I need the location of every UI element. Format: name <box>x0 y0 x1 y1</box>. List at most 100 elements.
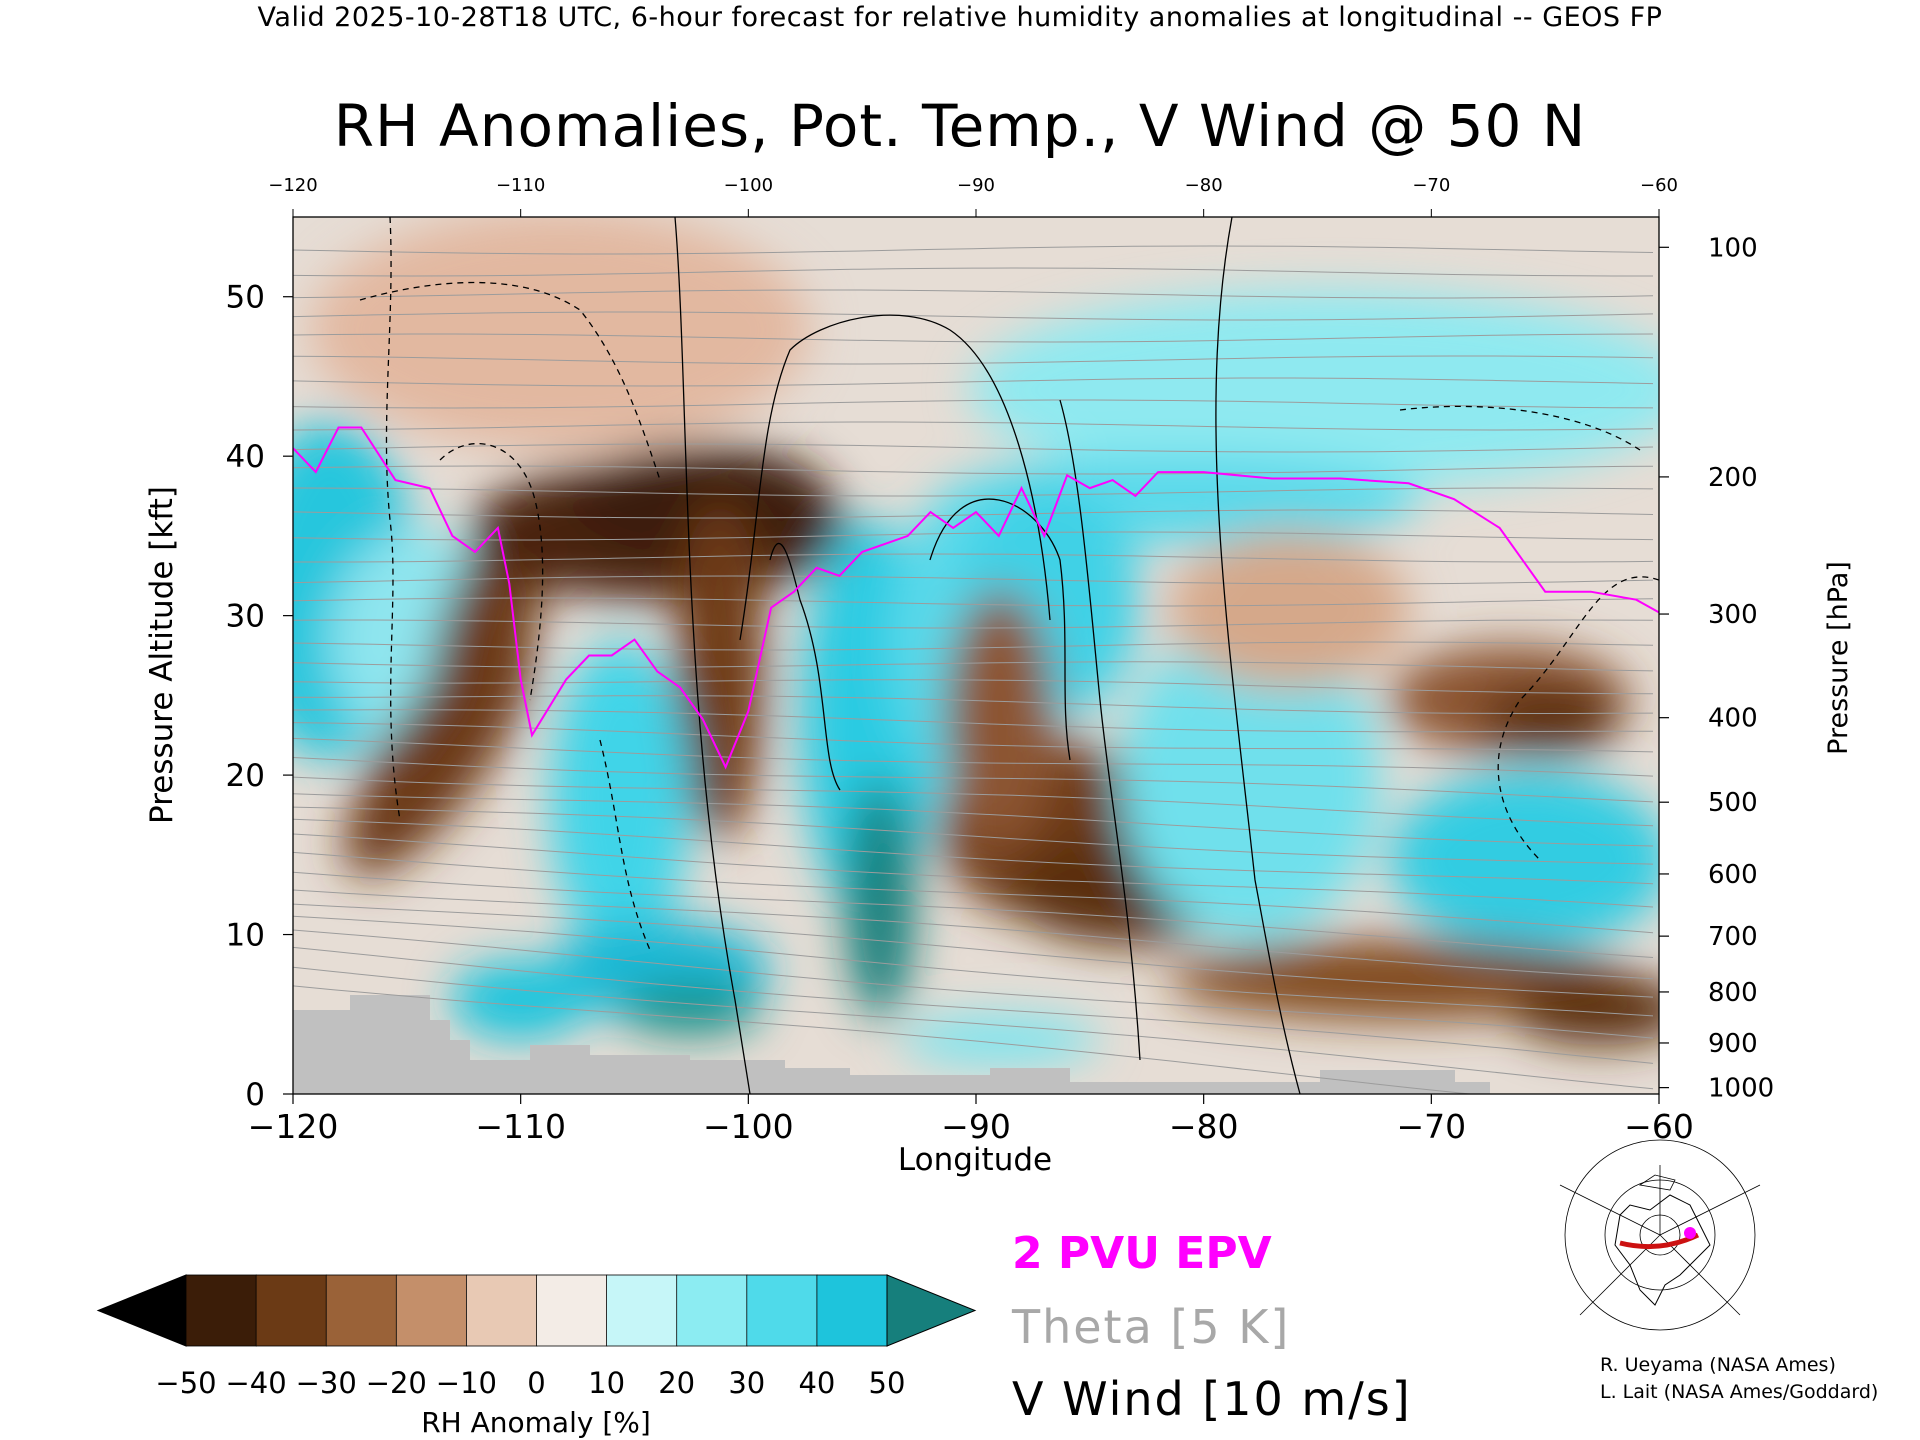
x-tick-label: −120 <box>248 1107 339 1146</box>
x-tick-label: −110 <box>475 1107 566 1146</box>
credits: R. Ueyama (NASA Ames) L. Lait (NASA Ames… <box>1600 1352 1878 1406</box>
y-tick-label: 20 <box>226 758 265 794</box>
theta-contour <box>293 641 1654 651</box>
y2-tick-label: 600 <box>1708 860 1758 890</box>
legend-vwind-label: V Wind [10 m/s] <box>1012 1372 1412 1426</box>
colorbar-label: RH Anomaly [%] <box>421 1406 651 1439</box>
x-axis-label: Longitude <box>898 1142 1052 1178</box>
plot-area <box>293 217 1659 1094</box>
v-wind-contour <box>1497 576 1659 861</box>
theta-contour <box>293 289 1654 299</box>
inset-map-meridian <box>1659 1234 1741 1316</box>
y2-tick-label: 1000 <box>1708 1074 1774 1104</box>
legend-theta: Theta [5 K] <box>1012 1300 1290 1354</box>
v-wind-contour <box>385 217 401 821</box>
colorbar-min-arrow <box>96 1274 187 1347</box>
y2-tick-label: 200 <box>1708 463 1758 493</box>
theta-contour <box>293 851 1654 934</box>
colorbar-segment <box>395 1274 468 1347</box>
colorbar-tick-label: 30 <box>728 1366 765 1400</box>
y2-tick-label: 500 <box>1708 788 1758 818</box>
legend-pv2-label: 2 PVU EPV <box>1012 1228 1272 1279</box>
theta-contour <box>293 267 1653 277</box>
y-tick-label: 50 <box>226 280 265 316</box>
theta-contour <box>293 806 1654 865</box>
legend-pv2: 2 PVU EPV <box>1012 1228 1272 1279</box>
y-tick-label: 10 <box>226 918 265 954</box>
x-top-tick-label: −70 <box>1412 175 1450 196</box>
y-axis-label: Pressure Altitude [kft] <box>144 486 180 824</box>
theta-contour <box>293 553 1654 563</box>
y-tick-label: 40 <box>226 439 265 475</box>
colorbar-segment <box>536 1274 608 1347</box>
colorbar-max-arrow <box>886 1274 977 1347</box>
theta-contour <box>293 757 1654 803</box>
theta-contour <box>293 818 1654 885</box>
v-wind-contour <box>359 281 661 481</box>
theta-contour <box>293 377 1654 387</box>
theta-contour <box>293 929 1654 1039</box>
colorbar-tick-label: −20 <box>366 1366 427 1400</box>
theta-contours <box>293 245 1654 1094</box>
terrain-mask <box>293 995 1490 1094</box>
theta-contour <box>293 722 1654 753</box>
inset-map-marker <box>1684 1227 1696 1239</box>
v-wind-contours <box>359 217 1659 1094</box>
theta-contour <box>293 531 1654 541</box>
x-tick-label: −70 <box>1397 1107 1467 1146</box>
theta-contour <box>293 619 1654 629</box>
theta-contour <box>293 966 1654 1090</box>
theta-contour <box>293 245 1654 255</box>
colorbar-tick-label: −40 <box>225 1366 286 1400</box>
colorbar-segment <box>816 1274 888 1347</box>
v-wind-contour <box>1059 399 1141 1061</box>
inset-map-coastline <box>1614 1194 1711 1306</box>
colorbar-segment <box>606 1274 678 1347</box>
colorbar: −50 −40 −30 −20 −10 0 10 20 30 40 50 RH Anomaly [%] <box>96 1274 977 1439</box>
y2-tick-label: 100 <box>1708 233 1758 263</box>
inset-map-coastline <box>1638 1174 1676 1191</box>
colorbar-tick-label: 50 <box>869 1366 906 1400</box>
y-tick-label: 30 <box>226 599 265 635</box>
colorbar-tick-label: 40 <box>798 1366 835 1400</box>
legend-vwind: V Wind [10 m/s] <box>1012 1372 1412 1426</box>
colorbar-segment <box>676 1274 748 1347</box>
y-tick-label: 0 <box>245 1077 265 1113</box>
theta-contour <box>293 333 1654 343</box>
theta-contour <box>293 597 1654 607</box>
x-tick-label: −80 <box>1169 1107 1239 1146</box>
colorbar-segment <box>465 1274 538 1347</box>
legend-theta-label: Theta [5 K] <box>1012 1300 1291 1354</box>
inset-map-meridian <box>1659 1184 1761 1236</box>
colorbar-tick-label: −10 <box>436 1366 497 1400</box>
theta-contour <box>293 311 1654 321</box>
theta-contour <box>293 355 1654 365</box>
colorbar-segment <box>185 1274 257 1347</box>
x-tick-label: −60 <box>1624 1107 1694 1146</box>
colorbar-tick-label: 0 <box>527 1366 545 1400</box>
x-tick-label: −100 <box>703 1107 794 1146</box>
theta-contour <box>293 871 1654 958</box>
y2-tick-label: 700 <box>1708 922 1758 952</box>
colorbar-segment <box>746 1274 818 1347</box>
v-wind-contour <box>599 739 651 951</box>
x-tick-label: −90 <box>941 1107 1011 1146</box>
colorbar-segment <box>325 1274 398 1347</box>
theta-contour <box>293 833 1654 908</box>
colorbar-tick-label: −30 <box>296 1366 357 1400</box>
inset-map-circle <box>1564 1139 1756 1331</box>
x-top-tick-label: −120 <box>268 175 317 196</box>
colorbar-segment <box>255 1274 328 1347</box>
axes: −120 −110 −100 −90 −80 −70 −60 −120 −110 −100 −90 −… <box>144 175 1854 1178</box>
theta-contour <box>293 399 1654 409</box>
colorbar-tick-label: 10 <box>588 1366 625 1400</box>
theta-contour <box>293 443 1654 453</box>
x-top-tick-label: −80 <box>1185 175 1223 196</box>
forecast-header: Valid 2025-10-28T18 UTC, 6-hour forecast… <box>257 2 1663 33</box>
y2-tick-label: 900 <box>1708 1029 1758 1059</box>
chart-title: RH Anomalies, Pot. Temp., V Wind @ 50 N <box>333 92 1587 160</box>
pv2-contour <box>293 426 1659 770</box>
theta-contour <box>293 946 1654 1064</box>
theta-contour <box>293 709 1653 733</box>
v-wind-contour <box>1215 217 1301 1094</box>
